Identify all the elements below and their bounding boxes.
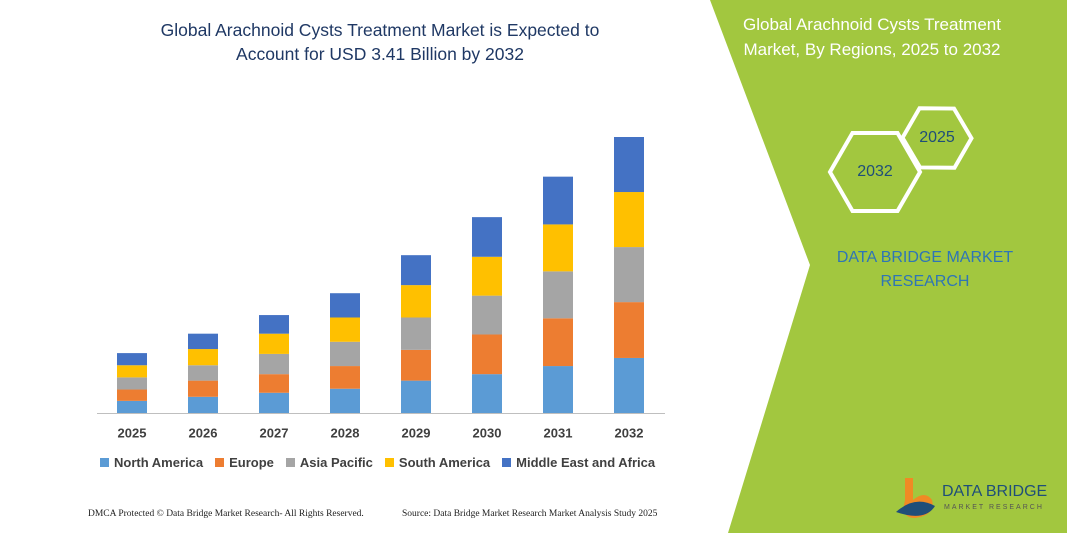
- bar-segment: [117, 365, 147, 378]
- bar-segment: [330, 366, 360, 389]
- legend-swatch: [215, 458, 225, 467]
- bar-segment: [188, 349, 218, 366]
- hexagon: [900, 106, 974, 170]
- bar-segment: [543, 366, 573, 413]
- x-tick-label: 2025: [118, 425, 147, 440]
- x-tick-label: 2026: [189, 425, 218, 440]
- bar-segment: [472, 334, 502, 375]
- bar-segment: [472, 217, 502, 257]
- legend-item: Middle East and Africa: [502, 455, 655, 470]
- dmca: DMCA Protected © Data Bridge Market Rese…: [88, 509, 364, 519]
- bar-segment: [401, 317, 431, 350]
- bar-segment: [543, 176, 573, 225]
- legend-label: Asia Pacific: [299, 455, 373, 470]
- legend-item: North America: [100, 455, 203, 470]
- bar-segment: [117, 389, 147, 401]
- bar-segment: [188, 396, 218, 413]
- bar-segment: [614, 357, 644, 413]
- bar-segment: [472, 295, 502, 335]
- bar-segment: [330, 388, 360, 413]
- logo-name: DATA BRIDGE: [942, 483, 1047, 500]
- bar-segment: [188, 365, 218, 381]
- bar-segment: [401, 255, 431, 286]
- legend-swatch: [285, 458, 295, 467]
- source: Source: Data Bridge Market Research Mark…: [402, 509, 658, 519]
- panel-title: Global Arachnoid Cysts Treatment Market,…: [743, 15, 1001, 59]
- x-tick-label: 2028: [331, 425, 360, 440]
- bar-segment: [259, 353, 289, 375]
- bar-segment: [614, 247, 644, 303]
- brand: DATA BRIDGE MARKET RESEARCH: [836, 249, 1014, 290]
- x-tick-label: 2032: [615, 425, 644, 440]
- hexagon-label: 2025: [919, 129, 955, 146]
- bar-segment: [401, 349, 431, 381]
- bar-segment: [543, 224, 573, 272]
- bar-segment: [614, 192, 644, 248]
- bar-segment: [117, 400, 147, 413]
- bar-segment: [543, 271, 573, 319]
- legend-swatch: [502, 458, 512, 467]
- logo-tagline: MARKET RESEARCH: [944, 504, 1044, 511]
- bar-segment: [259, 392, 289, 413]
- legend-label: South America: [398, 455, 491, 470]
- bar-segment: [472, 256, 502, 296]
- legend-item: Europe: [215, 455, 274, 470]
- x-tick-label: 2027: [260, 425, 289, 440]
- bar-segment: [259, 333, 289, 354]
- legend-item: South America: [384, 455, 491, 470]
- legend-swatch: [100, 458, 109, 467]
- bar-segment: [117, 377, 147, 390]
- logo-icon: [896, 478, 935, 518]
- bar-segment: [188, 333, 218, 350]
- bar-segment: [259, 374, 289, 393]
- bar-segment: [543, 318, 573, 367]
- green-panel: [710, 0, 1067, 533]
- bar-segment: [330, 317, 360, 342]
- legend-item: Asia Pacific: [285, 455, 373, 470]
- x-tick-label: 2029: [402, 425, 431, 440]
- bar-segment: [330, 341, 360, 367]
- bar-segment: [259, 315, 289, 334]
- legend-swatch: [384, 458, 394, 467]
- bar-segment: [614, 137, 644, 193]
- x-tick-label: 2030: [473, 425, 502, 440]
- bar-segment: [401, 380, 431, 413]
- legend-label: Middle East and Africa: [516, 455, 656, 470]
- legend-label: North America: [114, 455, 204, 470]
- hexagon-label: 2032: [857, 163, 893, 180]
- bar-segment: [188, 380, 218, 397]
- bar-segment: [614, 302, 644, 358]
- bar-segment: [117, 353, 147, 366]
- bar-segment: [330, 293, 360, 318]
- legend-label: Europe: [229, 455, 274, 470]
- chart-title: Global Arachnoid Cysts Treatment Market …: [160, 20, 600, 64]
- bar-segment: [401, 285, 431, 318]
- x-tick-label: 2031: [544, 425, 573, 440]
- hexagon: [827, 131, 923, 213]
- bar-segment: [472, 374, 502, 413]
- legend: North America Europe Asia Pacific South Ame…: [100, 455, 670, 470]
